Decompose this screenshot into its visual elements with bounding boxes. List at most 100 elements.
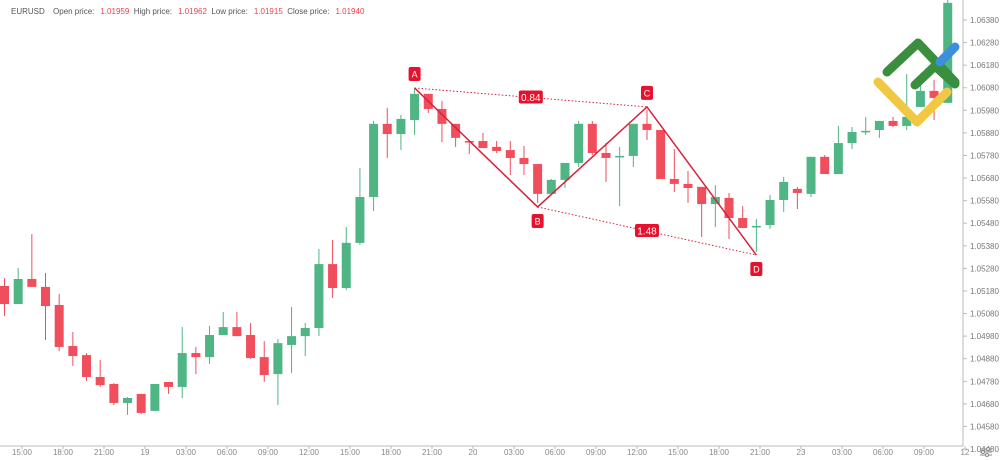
candle-body [874, 120, 884, 130]
candle-body [546, 179, 556, 194]
ratio-label-bg [518, 90, 543, 104]
candle-up [615, 146, 625, 207]
candle-down [54, 293, 64, 352]
candle-body [820, 156, 830, 174]
candle-up [273, 339, 283, 405]
candle-body [451, 123, 461, 138]
high-price-label: High price: [133, 7, 172, 16]
time-tick-label: 18:00 [53, 448, 74, 457]
time-tick-label: 15:00 [668, 448, 689, 457]
candle-up [341, 227, 351, 291]
candle-body [382, 123, 392, 135]
candle-up [177, 327, 187, 398]
time-tick-label: 18:00 [381, 448, 402, 457]
time-axis[interactable]: 15:00 18:00 21:00 19 03:00 06:00 09:00 12:00 15:… [0, 445, 970, 457]
ratio-label: 0.84 [521, 93, 541, 104]
candle-body [792, 188, 802, 193]
candle-body [41, 286, 51, 307]
price-tick-label: 1.05580 [970, 197, 999, 206]
candle-down [27, 234, 37, 287]
time-tick-label: 20 [469, 448, 478, 457]
candle-up [861, 116, 871, 135]
candle-body [669, 178, 679, 184]
price-tick-label: 1.05480 [970, 219, 999, 228]
candle-down [669, 148, 679, 193]
candle-body [861, 130, 871, 133]
time-tick-label: 15:00 [340, 448, 361, 457]
price-axis[interactable]: 1.06380 1.06280 1.06180 1.06080 1.05980 1.058… [962, 0, 999, 454]
price-tick-label: 1.06280 [970, 39, 999, 48]
candle-down [41, 272, 51, 340]
ratio-dotted-line [537, 206, 757, 256]
candle-body [833, 143, 843, 174]
low-price-value: 1.01915 [253, 7, 283, 16]
candle-up [710, 185, 720, 228]
candle-up [847, 127, 857, 149]
candle-body [328, 264, 338, 289]
high-price-value: 1.01962 [178, 7, 207, 16]
price-tick-label: 1.05180 [970, 287, 999, 296]
candle-body [232, 327, 242, 337]
candle-body [136, 393, 146, 413]
candle-down [505, 141, 515, 175]
candle-body [683, 183, 693, 188]
open-price-value: 1.01959 [100, 7, 130, 16]
candle-body [724, 197, 734, 219]
time-tick-label: 18:00 [709, 448, 730, 457]
time-tick-label: 23 [797, 448, 806, 457]
candle-body [478, 141, 488, 149]
candle-up [218, 311, 228, 335]
candle-up [369, 120, 379, 212]
settings-icon[interactable] [979, 446, 993, 458]
ratio-label: 1.48 [637, 227, 657, 238]
candle-up [833, 125, 843, 174]
close-price-value: 1.01940 [335, 7, 365, 16]
candle-body [601, 152, 611, 158]
candle-body [437, 108, 447, 124]
candle-down [82, 353, 92, 382]
price-tick-label: 1.04580 [970, 422, 999, 431]
point-label-bg [750, 262, 763, 277]
candle-body [806, 156, 816, 194]
candle-body [82, 355, 92, 377]
candle-body [369, 123, 379, 198]
point-label-bg [408, 66, 421, 81]
candle-down [697, 186, 707, 237]
candle-up [410, 87, 420, 135]
time-tick-label: 09:00 [258, 448, 279, 457]
candle-down [492, 141, 502, 153]
candle-body [27, 278, 37, 287]
candle-body [95, 376, 105, 386]
candle-body [164, 381, 174, 387]
candle-down [68, 332, 78, 366]
price-tick-label: 1.04480 [970, 445, 999, 454]
price-tick-label: 1.06080 [970, 84, 999, 93]
price-tick-label: 1.05280 [970, 264, 999, 273]
candle-up [205, 325, 215, 364]
candle-body [738, 218, 748, 228]
ohlc-legend: EURUSD Open price: 1.01959 High price: 1.0… [11, 7, 364, 16]
point-label-a: A [412, 69, 418, 79]
price-tick-label: 1.05780 [970, 151, 999, 160]
brand-logo [873, 38, 960, 127]
candle-down [136, 393, 146, 415]
price-tick-label: 1.06180 [970, 61, 999, 70]
candle-body [902, 116, 912, 126]
candle-down [587, 120, 597, 156]
candle-down [232, 311, 242, 337]
time-tick-label: 15:00 [12, 448, 33, 457]
abcd-pattern-line [414, 87, 757, 256]
candle-down [164, 381, 174, 394]
candle-up [751, 218, 761, 252]
candle-body [587, 123, 597, 153]
time-tick-label: 06:00 [217, 448, 238, 457]
candle-down [478, 132, 488, 149]
candle-body [150, 383, 160, 411]
candle-body [68, 346, 78, 356]
price-tick-label: 1.04680 [970, 400, 999, 409]
candle-body [505, 150, 515, 158]
candle-body [300, 327, 310, 337]
candle-body [273, 343, 283, 375]
candle-body [847, 131, 857, 144]
